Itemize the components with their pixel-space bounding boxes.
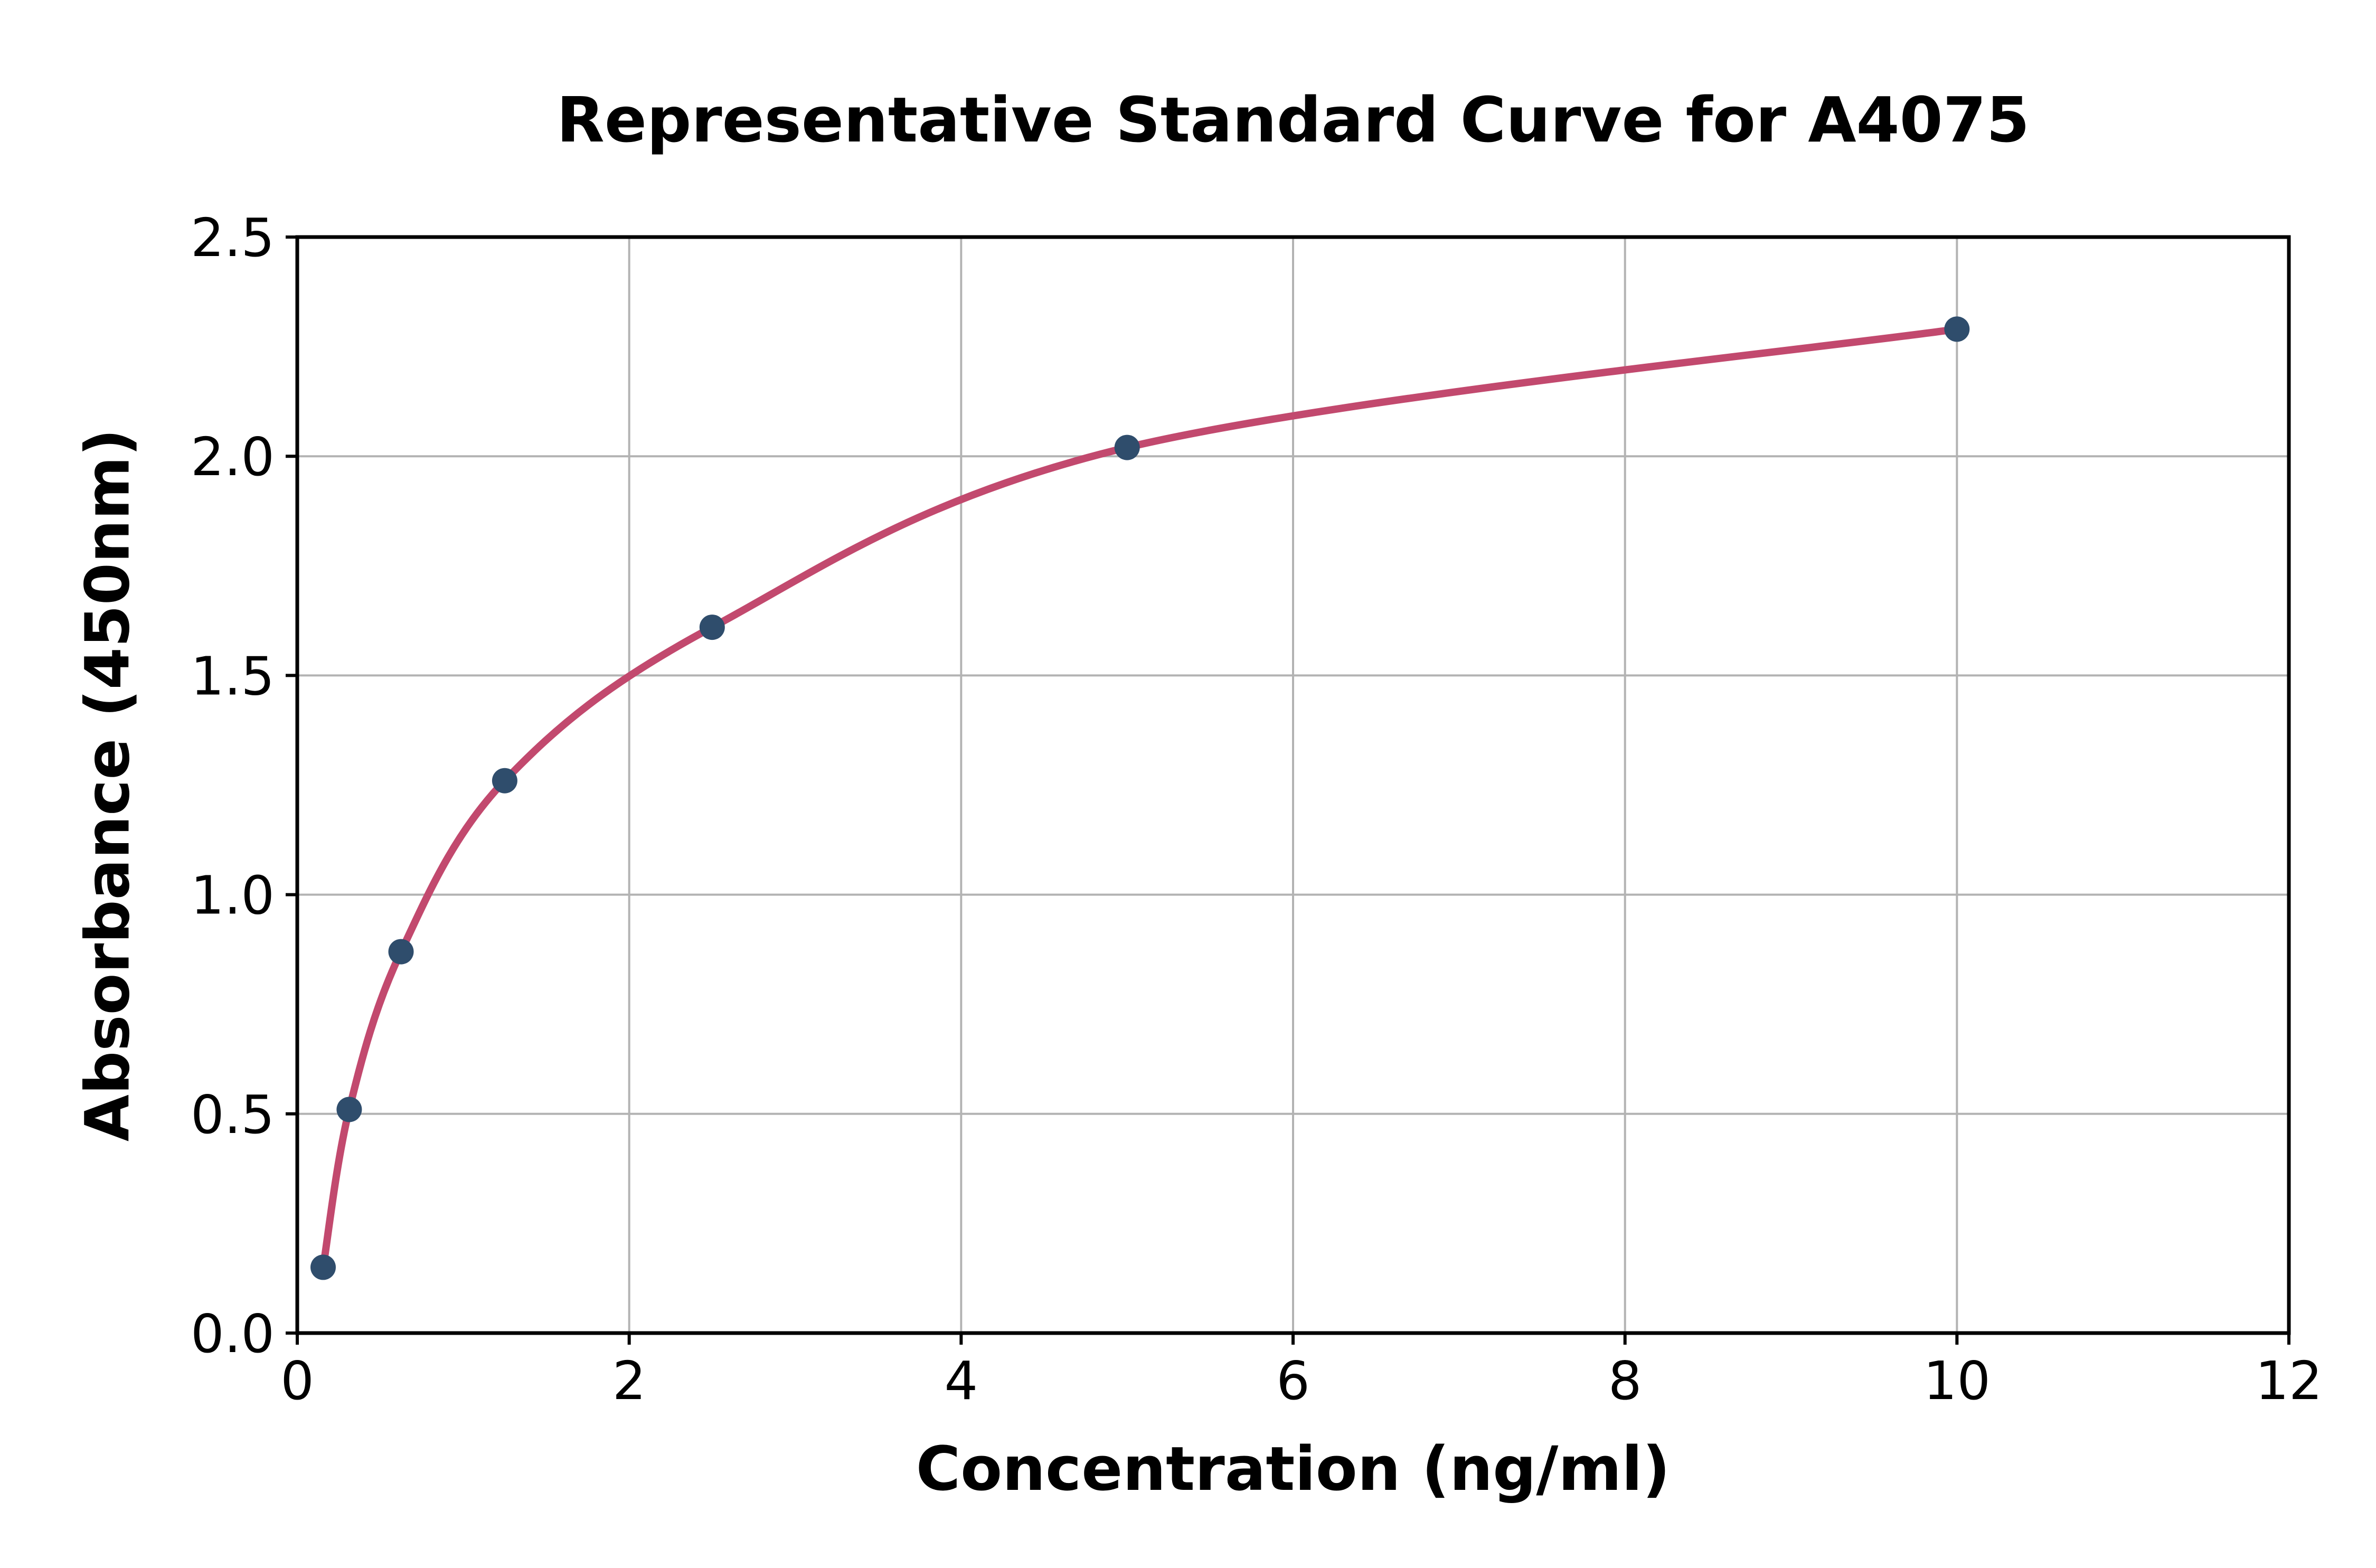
x-tick-label: 4 xyxy=(945,1350,978,1412)
x-tick-label: 10 xyxy=(1924,1350,1991,1412)
x-tick-label: 6 xyxy=(1276,1350,1310,1412)
data-point xyxy=(388,939,414,965)
x-tick-label: 8 xyxy=(1608,1350,1642,1412)
y-tick-label: 0.5 xyxy=(191,1084,275,1146)
y-tick-label: 2.5 xyxy=(191,207,275,269)
x-axis-label: Concentration (ng/ml) xyxy=(916,1434,1671,1505)
y-tick-label: 1.0 xyxy=(191,865,275,927)
y-tick-label: 1.5 xyxy=(191,645,275,707)
data-point xyxy=(1944,316,1970,342)
fit-curve xyxy=(319,325,1961,1271)
x-tick-label: 0 xyxy=(280,1350,314,1412)
data-point xyxy=(336,1097,362,1122)
y-tick-label: 0.0 xyxy=(191,1303,275,1365)
chart-title: Representative Standard Curve for A4075 xyxy=(557,83,2030,156)
x-tick-label: 12 xyxy=(2255,1350,2322,1412)
x-tick-label: 2 xyxy=(612,1350,646,1412)
data-point xyxy=(1114,434,1140,460)
y-tick-label: 2.0 xyxy=(191,426,275,488)
data-point xyxy=(310,1254,336,1280)
data-point xyxy=(699,615,725,640)
data-point xyxy=(492,768,517,794)
